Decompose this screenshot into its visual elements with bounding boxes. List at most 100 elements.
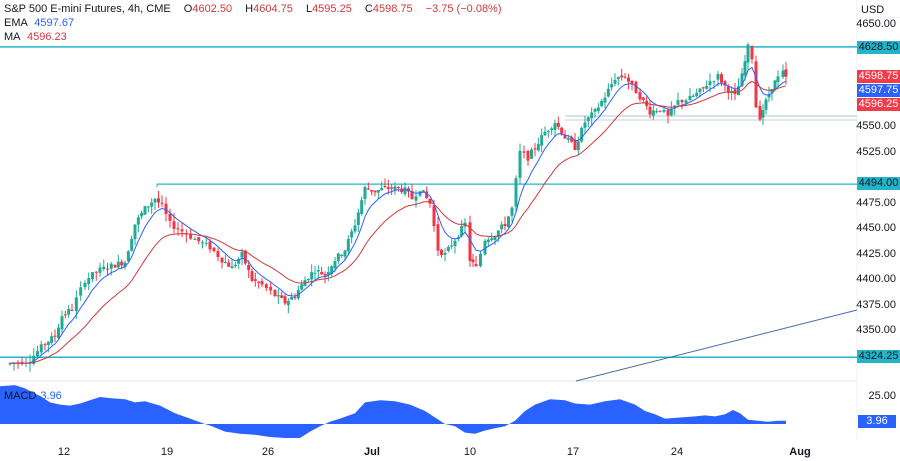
- candle-down: [53, 335, 57, 337]
- candle-up: [773, 80, 777, 91]
- price-tick: 4425.00: [856, 247, 896, 260]
- candle-up: [530, 149, 533, 159]
- candle-down: [113, 265, 117, 268]
- candle-down: [641, 97, 645, 100]
- candle-up: [130, 239, 134, 251]
- candle-up: [746, 44, 750, 63]
- candle-down: [533, 148, 537, 150]
- candle-down: [293, 297, 297, 299]
- candle-up: [380, 187, 384, 191]
- candle-up: [737, 86, 740, 96]
- candle-up: [116, 261, 120, 268]
- candle-down: [220, 257, 224, 263]
- candle-up: [708, 81, 712, 86]
- candle-down: [160, 202, 164, 204]
- candle-up: [490, 238, 494, 241]
- candle-up: [698, 88, 702, 93]
- candle-up: [550, 128, 554, 131]
- candle-up: [453, 240, 457, 247]
- macd-histogram-area: [0, 385, 786, 438]
- candle-down: [212, 247, 216, 252]
- trendline: [575, 309, 858, 382]
- candle-down: [208, 241, 212, 250]
- candle-down: [468, 222, 472, 261]
- candle-up: [102, 266, 106, 270]
- candle-up: [50, 336, 54, 343]
- ema-legend[interactable]: EMA 4597.67: [4, 17, 75, 29]
- candle-down: [526, 150, 530, 161]
- candle-down: [623, 76, 627, 78]
- candle-up: [616, 77, 620, 80]
- candle-down: [370, 189, 374, 192]
- candle-up: [340, 254, 344, 256]
- candle-up: [414, 196, 418, 201]
- candle-up: [543, 131, 547, 136]
- candle-up: [761, 109, 765, 118]
- candle-up: [133, 224, 137, 240]
- candle-up: [360, 200, 364, 215]
- candle-up: [610, 84, 614, 88]
- time-label: Aug: [789, 446, 811, 458]
- candle-down: [638, 92, 642, 100]
- candle-up: [691, 95, 695, 97]
- currency-label[interactable]: USD: [856, 0, 900, 18]
- candle-down: [366, 188, 370, 190]
- candle-up: [201, 242, 204, 244]
- price-tick: 4550.00: [856, 120, 896, 132]
- macd-legend[interactable]: MACD 3.96: [4, 390, 62, 402]
- candle-up: [603, 97, 607, 103]
- candle-down: [410, 191, 414, 200]
- candle-down: [658, 110, 662, 112]
- candle-down: [257, 281, 261, 283]
- ma-legend[interactable]: MA 4596.23: [4, 31, 67, 43]
- candle-down: [253, 279, 257, 281]
- candle-up: [146, 206, 150, 208]
- candle-up: [204, 242, 208, 244]
- candle-up: [233, 264, 237, 267]
- candle-up: [336, 253, 340, 261]
- symbol-title[interactable]: S&P 500 E-mini Futures, 4h, CME: [4, 3, 171, 15]
- close-value: 4598.75: [372, 3, 413, 15]
- low-value: 4595.25: [312, 3, 352, 15]
- candle-up: [39, 344, 43, 353]
- candle-down: [172, 221, 176, 229]
- time-label: Jul: [364, 446, 380, 458]
- price-tag-ema: 4597.75: [857, 84, 900, 97]
- candle-up: [333, 261, 337, 269]
- candle-down: [320, 271, 324, 275]
- candle-down: [726, 86, 730, 93]
- candle-down: [723, 81, 727, 86]
- candle-up: [153, 198, 157, 203]
- price-tick: 4375.00: [856, 298, 896, 311]
- candle-up: [651, 110, 655, 116]
- candle-down: [264, 284, 268, 289]
- candle-down: [754, 61, 758, 108]
- ma-value: 4596.23: [26, 31, 67, 43]
- candle-up: [590, 112, 594, 119]
- candle-up: [290, 296, 294, 300]
- candle-up: [593, 109, 597, 112]
- candle-down: [63, 314, 67, 316]
- time-label: 19: [160, 446, 174, 458]
- time-label: 12: [57, 446, 71, 458]
- candle-down: [556, 122, 560, 127]
- candle-down: [503, 223, 507, 227]
- candle-up: [136, 217, 140, 225]
- candle-up: [60, 316, 64, 330]
- candle-up: [606, 88, 610, 97]
- ema-value: 4597.67: [34, 17, 75, 29]
- candle-down: [701, 87, 705, 89]
- candle-up: [143, 206, 147, 215]
- candle-up: [496, 230, 500, 237]
- change-value: −3.75 (−0.08%): [425, 3, 502, 15]
- candle-up: [566, 137, 570, 140]
- candle-up: [770, 89, 774, 93]
- candle-up: [688, 95, 692, 101]
- candle-down: [164, 203, 168, 214]
- candle-down: [250, 271, 254, 281]
- candle-up: [57, 327, 60, 339]
- candle-down: [733, 89, 737, 95]
- candle-up: [123, 262, 127, 268]
- candle-down: [280, 295, 284, 298]
